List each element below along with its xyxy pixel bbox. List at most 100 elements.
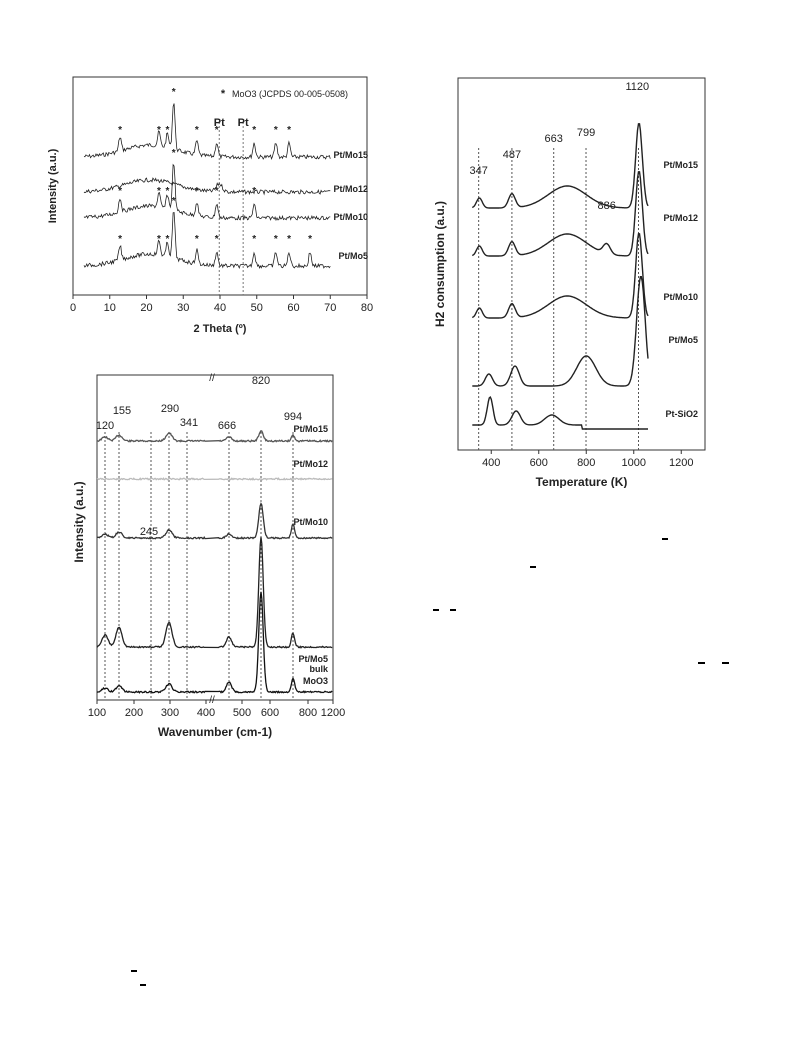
series-line-Pt/Mo12 (83, 177, 331, 196)
x-tick-label: 400 (482, 457, 500, 469)
legend-text: MoO3 (JCPDS 00-005-0508) (232, 89, 348, 99)
peak-label: 120 (96, 420, 114, 432)
phase-marker: * (195, 186, 199, 197)
peak-label: 290 (161, 403, 179, 415)
text-fragment-mark (140, 984, 146, 986)
y-axis-title: Intensity (a.u.) (47, 148, 59, 223)
x-tick-label: 50 (251, 302, 263, 314)
peak-label: 245 (140, 526, 158, 538)
series-label: Pt/Mo15 (293, 424, 328, 434)
x-tick-label: 30 (177, 302, 189, 314)
text-fragment-mark (530, 566, 536, 568)
series-label: Pt/Mo12 (333, 184, 368, 194)
phase-marker: * (274, 125, 278, 136)
series-line-Pt-SiO2 (472, 395, 648, 430)
series-line-Pt/Mo10 (471, 233, 649, 319)
x-tick-label: 10 (104, 302, 116, 314)
x-tick-label: 400 (197, 707, 215, 719)
phase-marker: * (157, 186, 161, 197)
phase-marker: * (165, 234, 169, 245)
series-label: Pt/Mo5 (338, 251, 368, 261)
text-fragment-mark (131, 970, 137, 972)
phase-marker: * (215, 125, 219, 136)
series-line-Pt/Mo12 (96, 477, 333, 481)
x-axis-title: Temperature (K) (536, 475, 628, 488)
phase-marker: * (195, 125, 199, 136)
series-line-Pt/Mo5 (96, 537, 333, 649)
series-label: Pt/Mo5 (298, 654, 328, 664)
phase-marker: * (252, 125, 256, 136)
series-label: Pt/Mo12 (293, 459, 328, 469)
series-label: Pt/Mo15 (333, 150, 368, 160)
x-tick-label: 100 (88, 707, 106, 719)
series-line-Pt/Mo10 (83, 163, 331, 222)
peak-label: 820 (252, 375, 270, 387)
series-label: Pt/Mo10 (333, 212, 368, 222)
plot-frame (457, 77, 706, 451)
x-tick-label: 800 (577, 457, 595, 469)
text-fragment-mark (698, 662, 705, 664)
series-line-Pt/Mo15 (96, 430, 333, 443)
phase-marker: * (308, 234, 312, 245)
phase-marker: * (252, 186, 256, 197)
series-line-Pt/Mo15 (471, 123, 649, 209)
series-label: Pt/Mo10 (663, 292, 698, 302)
series-line-Pt/Mo12 (471, 171, 649, 257)
phase-marker: * (157, 125, 161, 136)
text-fragment-mark (433, 609, 439, 611)
phase-marker: * (165, 186, 169, 197)
series-line-Pt/Mo15 (83, 103, 331, 161)
peak-label: Pt (238, 117, 249, 129)
text-fragment-mark (662, 538, 668, 540)
y-axis-title: Intensity (a.u.) (72, 481, 86, 562)
peak-label: 155 (113, 405, 131, 417)
phase-marker: * (118, 186, 122, 197)
phase-marker: * (118, 125, 122, 136)
x-tick-label: 300 (161, 707, 179, 719)
phase-marker: * (274, 234, 278, 245)
peak-label: 663 (545, 133, 563, 145)
peak-label: 341 (180, 417, 198, 429)
peak-label: 1120 (625, 81, 649, 93)
x-tick-label: 20 (140, 302, 152, 314)
phase-marker: * (172, 148, 176, 159)
series-label: Pt/Mo5 (668, 335, 698, 345)
phase-marker: * (172, 196, 176, 207)
peak-label: Pt (214, 117, 225, 129)
raman-chart: 100 200 300 400 500 600 800 1200 Wavenumber (cm-… (72, 373, 345, 739)
legend-marker: * (221, 88, 226, 100)
series-label: Pt/Mo15 (663, 160, 698, 170)
peak-label: 666 (218, 420, 236, 432)
phase-marker: * (157, 234, 161, 245)
phase-marker: * (287, 125, 291, 136)
series-line-bulk MoO3 (96, 591, 333, 694)
phase-marker: * (165, 125, 169, 136)
series-label: bulk (309, 664, 328, 674)
x-tick-label: 80 (361, 302, 373, 314)
peak-label: 994 (284, 411, 302, 423)
x-axis-title: 2 Theta (º) (194, 323, 247, 335)
series-label: MoO3 (303, 676, 328, 686)
series-label: Pt-SiO2 (665, 409, 698, 419)
phase-marker: * (215, 186, 219, 197)
x-tick-label: 600 (261, 707, 279, 719)
x-tick-label: 800 (299, 707, 317, 719)
phase-marker: * (287, 234, 291, 245)
x-tick-label: 0 (70, 302, 76, 314)
phase-marker: * (118, 234, 122, 245)
x-tick-label: 200 (125, 707, 143, 719)
phase-marker: * (195, 234, 199, 245)
peak-label: 487 (503, 149, 521, 161)
x-tick-label: 40 (214, 302, 226, 314)
x-tick-label: 600 (530, 457, 548, 469)
x-tick-label: 1000 (622, 457, 646, 469)
text-fragment-mark (450, 609, 456, 611)
x-tick-label: 1200 (321, 707, 345, 719)
y-axis-title: H2 consumption (a.u.) (433, 201, 447, 327)
tpr-chart: 400 600 800 1000 1200 Temperature (K) H2 consu… (433, 77, 706, 488)
peak-label: 347 (469, 165, 487, 177)
xrd-chart: 0 10 20 30 40 50 60 70 80 2 Theta (º) Intensity (a… (47, 76, 373, 335)
series-line-Pt/Mo5 (472, 276, 649, 387)
axis-break-mark: // (209, 373, 215, 384)
x-tick-label: 60 (287, 302, 299, 314)
